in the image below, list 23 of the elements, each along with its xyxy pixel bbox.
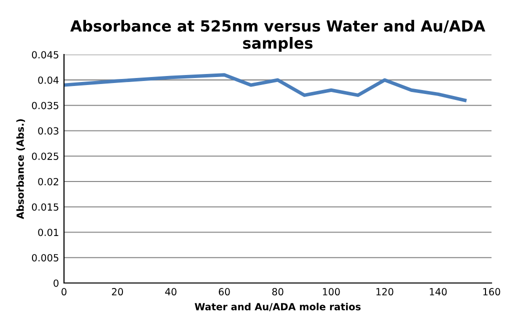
y-axis-title: Absorbance (Abs.) <box>16 119 26 220</box>
y-tick-label: 0.025 <box>32 152 58 160</box>
y-tick-label: 0 <box>54 279 58 287</box>
x-tick-label: 40 <box>165 288 176 296</box>
y-tick-label: 0.02 <box>38 178 58 186</box>
y-tick-label: 0.03 <box>38 127 58 135</box>
y-tick-label: 0.035 <box>32 102 58 110</box>
x-tick-label: 140 <box>430 288 447 296</box>
y-tick-label: 0.04 <box>38 76 59 84</box>
x-tick-label: 0 <box>62 288 66 296</box>
chart-title: Absorbance at 525nm versus Water and Au/ADA samples <box>70 20 486 52</box>
y-tick-label: 0.01 <box>38 228 58 236</box>
y-tick-label: 0.015 <box>32 203 58 211</box>
x-tick-label: 20 <box>112 288 123 296</box>
y-tick-label: 0.005 <box>32 254 58 262</box>
x-tick-label: 100 <box>322 288 340 296</box>
x-axis-title: Water and Au/ADA mole ratios <box>194 302 361 312</box>
line-series <box>64 73 467 102</box>
y-tick-label: 0.045 <box>32 51 58 58</box>
x-tick-label: 120 <box>376 288 394 296</box>
x-tick-label: 80 <box>272 288 284 296</box>
x-tick-label: 160 <box>483 288 500 296</box>
x-tick-label: 60 <box>218 288 230 296</box>
